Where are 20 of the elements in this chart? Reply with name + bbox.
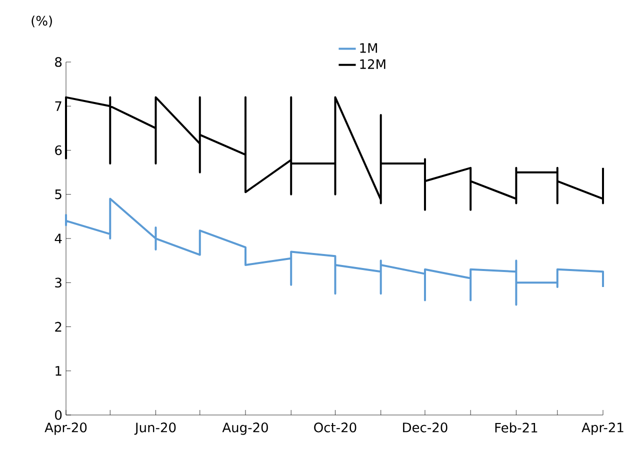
y-tick-label: 2 [55, 322, 62, 332]
x-tick-label: Apr-20 [44, 422, 87, 435]
line-series [65, 198, 604, 306]
x-tick-label: Feb-21 [495, 422, 538, 433]
y-axis-title: (%) [32, 16, 52, 28]
y-tick-label: 8 [55, 57, 62, 67]
x-tick-label: Oct-20 [314, 422, 356, 432]
x-tick-label: Dec-20 [403, 422, 448, 432]
y-tick-label: 6 [55, 145, 62, 156]
legend-label: 12M [360, 59, 386, 69]
y-tick-label: 3 [55, 278, 62, 288]
y-tick-label: 4 [54, 234, 62, 244]
legend-label: 1M [360, 43, 377, 53]
x-tick-label: Aug-20 [222, 422, 268, 435]
y-tick-label: 0 [55, 410, 62, 420]
y-tick-label: 1 [56, 366, 62, 376]
x-tick-label: Apr-21 [582, 422, 624, 435]
x-tick-label: Jun-20 [134, 422, 176, 435]
y-tick-label: 5 [55, 190, 62, 200]
y-tick-label: 7 [55, 101, 62, 111]
